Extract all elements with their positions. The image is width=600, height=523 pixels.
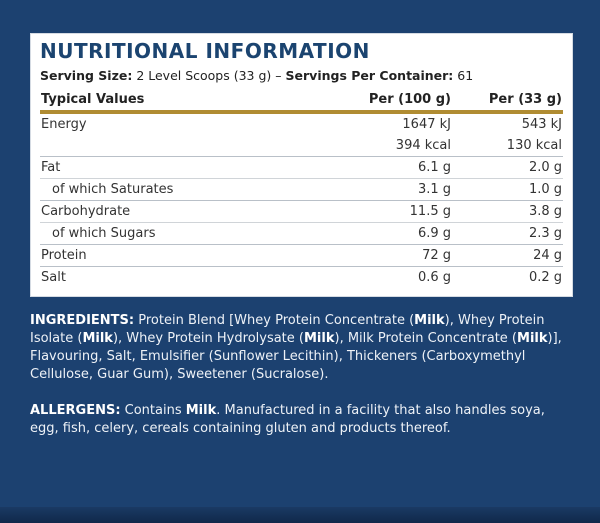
table-row: Protein 72 g 24 g	[40, 245, 563, 267]
row-per-serving: 130 kcal	[506, 138, 562, 153]
row-label: Protein	[41, 248, 87, 263]
allergens-part: Contains	[120, 403, 186, 418]
ingredients-part: ), Whey Protein Hydrolysate (	[112, 331, 304, 346]
allergens-part: . Manufactured in a facility that also h…	[30, 403, 545, 436]
table-row: Salt 0.6 g 0.2 g	[40, 267, 563, 288]
allergens-allergen: Milk	[185, 403, 217, 418]
row-label: of which Sugars	[52, 226, 156, 241]
servings-value: 61	[457, 68, 474, 83]
row-label: Carbohydrate	[41, 204, 131, 219]
ingredients-part: Protein Blend [Whey Protein Concentrate …	[134, 313, 415, 328]
row-per-100g: 0.6 g	[417, 270, 451, 285]
table-header: Typical Values Per (100 g) Per (33 g)	[40, 89, 563, 114]
row-per-serving: 2.3 g	[528, 226, 562, 241]
row-per-100g: 6.1 g	[417, 160, 451, 175]
row-label: Energy	[41, 117, 87, 132]
row-per-100g: 72 g	[422, 248, 451, 263]
row-label: Salt	[41, 270, 66, 285]
header-typical-values: Typical Values	[41, 92, 145, 107]
serving-separator: –	[275, 68, 282, 83]
row-per-serving: 24 g	[533, 248, 562, 263]
ingredients-text: INGREDIENTS: Protein Blend [Whey Protein…	[30, 312, 575, 384]
serving-size-label: Serving Size:	[40, 68, 133, 83]
panel-title: NUTRITIONAL INFORMATION	[40, 39, 370, 63]
ingredients-label: INGREDIENTS:	[30, 313, 135, 328]
table-row: Carbohydrate 11.5 g 3.8 g	[40, 201, 563, 223]
nutrition-panel: NUTRITIONAL INFORMATION Serving Size: 2 …	[30, 33, 573, 297]
row-per-100g: 394 kcal	[395, 138, 451, 153]
header-per-serving: Per (33 g)	[488, 92, 562, 107]
ingredients-allergen: Milk	[414, 313, 445, 328]
allergens-text: ALLERGENS: Contains Milk. Manufactured i…	[30, 402, 575, 438]
serving-info: Serving Size: 2 Level Scoops (33 g) – Se…	[40, 68, 473, 83]
table-row: of which Saturates 3.1 g 1.0 g	[40, 179, 563, 201]
ingredients-allergen: Milk	[517, 331, 548, 346]
table-row: 394 kcal 130 kcal	[40, 135, 563, 157]
row-per-100g: 3.1 g	[417, 182, 451, 197]
header-per-100g: Per (100 g)	[368, 92, 451, 107]
row-label: of which Saturates	[52, 182, 174, 197]
serving-size-value: 2 Level Scoops (33 g)	[136, 68, 272, 83]
ingredients-allergen: Milk	[304, 331, 335, 346]
row-per-100g: 11.5 g	[409, 204, 451, 219]
table-row: of which Sugars 6.9 g 2.3 g	[40, 223, 563, 245]
row-per-serving: 3.8 g	[528, 204, 562, 219]
row-per-serving: 2.0 g	[528, 160, 562, 175]
table-row: Fat 6.1 g 2.0 g	[40, 157, 563, 179]
nutrition-table-body: Energy 1647 kJ 543 kJ 394 kcal 130 kcal …	[40, 114, 563, 288]
row-per-100g: 1647 kJ	[402, 117, 451, 132]
row-per-serving: 1.0 g	[528, 182, 562, 197]
ingredients-part: ), Milk Protein Concentrate (	[334, 331, 518, 346]
servings-label: Servings Per Container:	[285, 68, 454, 83]
row-per-serving: 543 kJ	[521, 117, 562, 132]
ingredients-allergen: Milk	[82, 331, 113, 346]
allergens-label: ALLERGENS:	[30, 403, 121, 418]
ingredients-part: ), Whey Protein Isolate (	[30, 313, 545, 346]
row-per-100g: 6.9 g	[417, 226, 451, 241]
bottom-edge	[0, 507, 600, 523]
row-label: Fat	[41, 160, 61, 175]
ingredients-part: )], Flavouring, Salt, Emulsifier (Sunflo…	[30, 331, 562, 382]
table-row: Energy 1647 kJ 543 kJ	[40, 114, 563, 135]
row-per-serving: 0.2 g	[528, 270, 562, 285]
